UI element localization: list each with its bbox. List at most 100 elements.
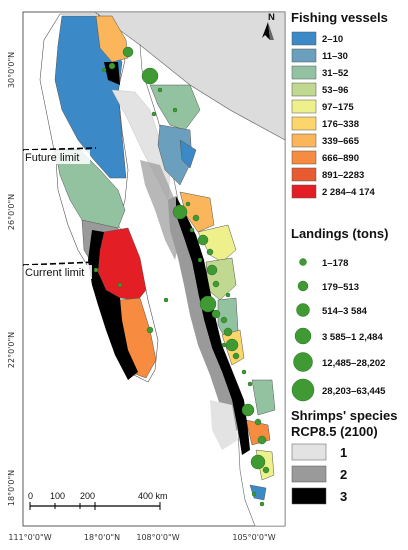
legend-vessel-swatch (291, 48, 317, 63)
legend-vessel-swatch (291, 65, 317, 80)
legend-landing-circle (297, 280, 309, 292)
landing-circle (199, 295, 217, 313)
landing-circle (172, 204, 188, 220)
landing-circle (146, 326, 154, 334)
region-sonora-blue-2 (179, 139, 197, 169)
legend-vessels-title: Fishing vessels (291, 10, 388, 25)
legend-vessel-swatch (291, 82, 317, 97)
legend-shrimp-swatch (291, 487, 327, 505)
legend-vessel-swatch (291, 31, 317, 46)
legend-vessel-swatch (291, 167, 317, 182)
shrimp-zone-baja-northwest (104, 62, 120, 85)
landing-circle (212, 280, 220, 288)
north-arrow: N (262, 12, 275, 40)
landing-circle (172, 107, 178, 113)
legend-vessel-label: 11–30 (322, 51, 348, 62)
legend-vessel-label: 31–52 (322, 68, 348, 79)
scale-tick-200: 200 (80, 491, 95, 501)
landing-circle (250, 454, 266, 470)
shrimp-zone-south-light (210, 400, 238, 450)
legend-vessel-swatch (291, 133, 317, 148)
lon-label: 111°0'0"W (8, 533, 51, 542)
legend-landing-label: 514–3 584 (322, 306, 368, 317)
landing-circle (192, 214, 200, 222)
landing-circle (93, 267, 99, 273)
region-south-green (251, 379, 276, 416)
landing-circle (117, 282, 123, 288)
legend-vessel-swatch (291, 116, 317, 131)
landing-circle (257, 435, 267, 445)
landing-circle (108, 62, 116, 70)
scale-tick-0: 0 (28, 491, 33, 501)
lon-label: 105°0'0"W (232, 533, 275, 542)
landing-circle (223, 327, 233, 337)
future-limit-line (22, 147, 97, 151)
landing-circle (141, 67, 159, 85)
legend-shrimp-label: 3 (340, 489, 347, 504)
legend-landing-label: 1–178 (322, 258, 348, 269)
lat-label: 30°0'0"N (7, 52, 16, 88)
legend-landing-label: 179–513 (322, 282, 359, 293)
scale-bar: 0 100 200 400 km (28, 491, 168, 510)
lat-label: 26°0'0"N (7, 194, 16, 230)
legend-shrimp-label: 1 (340, 445, 347, 460)
landing-circle (197, 257, 203, 263)
lat-label: 22°0'0"N (7, 332, 16, 368)
legend-landings-title: Landings (tons) (291, 226, 389, 241)
landing-circle (157, 87, 163, 93)
legend-landing-label: 28,203–63,445 (322, 386, 386, 397)
current-limit-label: Current limit (25, 267, 84, 279)
legend-vessel-label: 53–96 (322, 85, 348, 96)
legend-vessel-swatch (291, 150, 317, 165)
legend-landings: Landings (tons) 1–178 179–513 514–3 584 3 58… (291, 226, 389, 402)
legend-shrimp-swatch (291, 465, 327, 483)
legend-vessel-label: 2 284–4 174 (322, 187, 376, 198)
landing-circle (221, 342, 227, 348)
legend-vessel-swatch (291, 99, 317, 114)
legend-landing-circle (294, 327, 312, 345)
legend-fishing-vessels: Fishing vessels 2–10 11–30 31–52 53–96 97–175… (291, 10, 388, 199)
legend-vessel-label: 891–2283 (322, 170, 364, 181)
landing-circle (206, 248, 214, 256)
landing-circle (206, 264, 218, 276)
shrimp-zone-mainland (176, 196, 250, 455)
shrimp-zone-mainland-grey (168, 196, 238, 435)
north-arrow-letter: N (268, 12, 275, 23)
scale-tick-100: 100 (50, 491, 65, 501)
current-limit-line (22, 261, 97, 266)
landing-circle (211, 309, 221, 319)
legend-landing-circle (296, 303, 310, 317)
landing-circle (185, 201, 191, 207)
legend-shrimp-swatch (291, 443, 327, 461)
legend-landing-label: 3 585–1 2,484 (322, 332, 383, 343)
landing-circle (241, 369, 247, 375)
landing-circle (225, 292, 231, 298)
landing-circle (262, 466, 270, 474)
landing-circle (259, 501, 265, 507)
landing-circle (241, 403, 255, 417)
landing-circle (225, 338, 239, 352)
legend-landing-circle (299, 258, 307, 266)
landing-circle (220, 316, 228, 324)
legend-vessel-label: 666–890 (322, 153, 359, 164)
legend-vessel-swatch (291, 184, 317, 199)
landing-circle (232, 352, 240, 360)
legend-vessel-label: 176–338 (322, 119, 359, 130)
legend-vessel-label: 97–175 (322, 102, 354, 113)
legend-landing-label: 12,485–28,202 (322, 358, 385, 369)
landing-circle (189, 227, 195, 233)
landing-circle (251, 491, 257, 497)
legend-shrimps-subtitle: RCP8.5 (2100) (291, 424, 378, 439)
scale-tick-400: 400 km (138, 491, 168, 501)
legend-shrimp-label: 2 (340, 467, 347, 482)
lon-label: 18°0'0"N (84, 533, 120, 542)
future-limit-label-bg (24, 150, 90, 164)
legend-vessel-label: 339–665 (322, 136, 360, 147)
landing-circle (163, 297, 169, 303)
current-limit-label-bg (24, 265, 92, 279)
legend-landing-circle (293, 352, 313, 372)
region-baja-orange-top (95, 15, 129, 63)
landing-circle (122, 46, 134, 58)
future-limit-label: Future limit (25, 152, 79, 164)
